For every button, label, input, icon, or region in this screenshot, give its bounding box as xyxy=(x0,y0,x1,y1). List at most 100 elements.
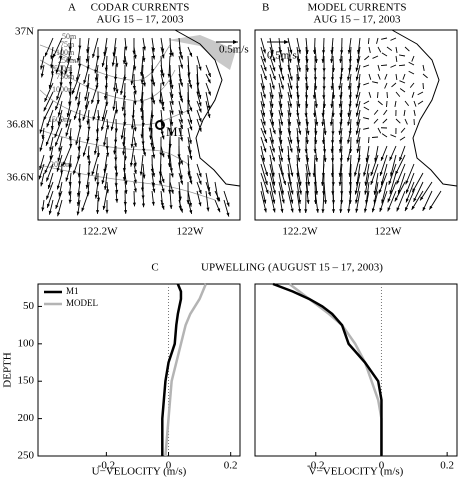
vector-head xyxy=(263,130,267,135)
vector-head xyxy=(338,130,342,135)
current-vector xyxy=(399,136,406,141)
vector-head xyxy=(271,85,275,90)
y-tick-label: 200 xyxy=(18,412,35,424)
vector-head xyxy=(46,123,50,128)
vector-head xyxy=(133,54,137,59)
vector-head xyxy=(120,91,124,95)
vector-head xyxy=(304,209,308,213)
current-vector xyxy=(408,70,415,75)
vector-head xyxy=(339,59,343,63)
vector-head xyxy=(347,209,351,213)
vector-head xyxy=(270,94,274,99)
vector-head xyxy=(62,161,66,166)
vector-head xyxy=(263,67,267,72)
vector-head xyxy=(280,58,284,63)
vector-head xyxy=(50,55,54,60)
current-vector xyxy=(368,73,372,80)
vector-head xyxy=(354,199,359,204)
vector-head xyxy=(123,210,128,214)
vector-head xyxy=(189,84,193,89)
current-vector xyxy=(417,100,424,105)
lat-label: 36.8N xyxy=(7,119,34,131)
scale-label: 0.5m/s xyxy=(219,44,249,56)
vector-head xyxy=(43,107,47,112)
vector-head xyxy=(290,190,294,195)
vector-head xyxy=(93,150,97,155)
vector-head xyxy=(280,157,284,162)
vector-head xyxy=(170,84,174,89)
vector-head xyxy=(347,76,351,81)
vector-head xyxy=(50,125,54,130)
x-tick-label: 0.2 xyxy=(440,460,454,472)
current-vector xyxy=(411,55,415,62)
vector-head xyxy=(270,103,274,108)
current-vector xyxy=(363,117,370,120)
vector-head xyxy=(186,110,190,114)
vector-head xyxy=(198,118,202,123)
current-vector xyxy=(377,91,379,99)
current-vector xyxy=(395,91,401,97)
vector-head xyxy=(49,155,53,160)
vector-head xyxy=(161,135,165,140)
vector-head xyxy=(323,131,327,135)
lon-label: 122W xyxy=(177,226,205,238)
current-vector xyxy=(413,100,417,107)
lon-label: 122W xyxy=(375,226,403,238)
vector-head xyxy=(103,96,108,100)
vector-head xyxy=(389,156,393,161)
vector-head xyxy=(306,130,310,135)
vector-head xyxy=(270,139,274,144)
vector-head xyxy=(354,172,358,177)
vector-head xyxy=(315,191,319,195)
vector-head xyxy=(152,55,156,60)
vector-head xyxy=(399,157,403,162)
current-vector xyxy=(368,91,372,98)
legend-label: M1 xyxy=(66,286,79,296)
vector-head xyxy=(170,52,174,57)
x-tick-label: 0 xyxy=(166,460,172,472)
vector-head xyxy=(82,116,86,121)
current-vector xyxy=(399,88,406,93)
vector-head xyxy=(40,182,44,187)
profile-line xyxy=(164,283,207,457)
vector-head xyxy=(120,135,124,140)
vector-head xyxy=(85,184,89,189)
lat-label: 37N xyxy=(15,26,34,38)
vector-head xyxy=(133,143,137,147)
lon-label: 122.2W xyxy=(82,226,118,238)
vector-head xyxy=(265,189,269,194)
vector-head xyxy=(356,139,360,144)
vector-head xyxy=(48,84,52,89)
vector-head xyxy=(75,96,79,101)
vector-head xyxy=(81,207,85,212)
vector-head xyxy=(115,189,119,194)
vector-head xyxy=(115,63,119,68)
vector-head xyxy=(297,49,302,54)
vector-head xyxy=(387,207,391,212)
current-vector xyxy=(413,109,416,116)
vector-head xyxy=(283,180,286,185)
vector-head xyxy=(180,180,183,185)
x-axis-label: V−VELOCITY (m/s) xyxy=(309,466,404,478)
vector-head xyxy=(355,208,359,213)
current-vector xyxy=(399,80,406,84)
vector-head xyxy=(84,96,88,101)
vector-head xyxy=(264,138,268,143)
current-vector xyxy=(395,73,398,81)
vector-head xyxy=(216,197,220,202)
map-title: CODAR CURRENTS xyxy=(91,2,190,14)
vector-head xyxy=(280,85,284,90)
vector-head xyxy=(394,197,398,202)
vector-head xyxy=(106,189,110,194)
vector-head xyxy=(39,147,43,152)
vector-head xyxy=(103,186,108,190)
vector-head xyxy=(379,171,383,176)
scale-head xyxy=(233,40,238,44)
vector-head xyxy=(55,142,58,147)
vector-head xyxy=(198,66,202,71)
vector-head xyxy=(364,190,368,195)
depth-contour xyxy=(39,59,176,102)
vector-head xyxy=(169,205,173,209)
vector-head xyxy=(198,189,202,194)
vector-head xyxy=(130,125,134,130)
